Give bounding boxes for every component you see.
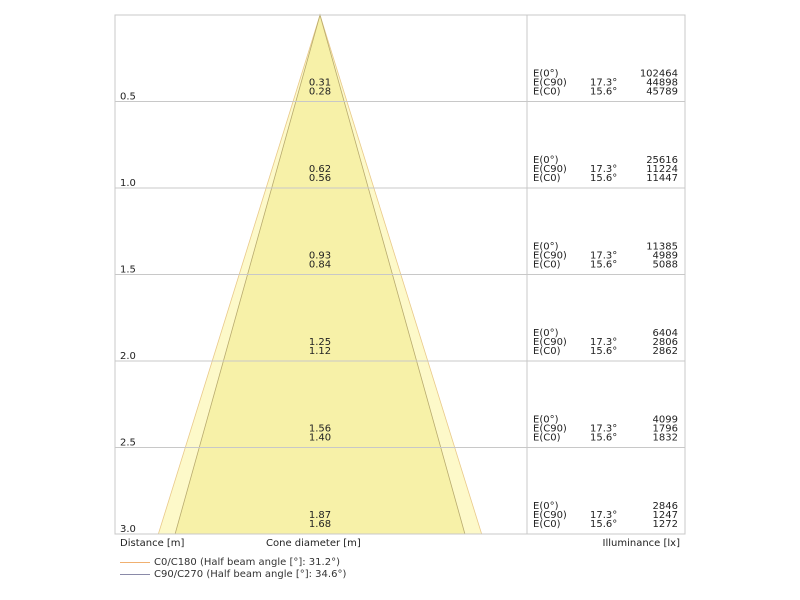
x-axis-label: Cone diameter [m] (266, 538, 361, 549)
diameter-label-c90: 1.25 (309, 337, 331, 348)
distance-label: 2.5 (120, 438, 136, 449)
e0-value: 102464 (640, 69, 678, 80)
ec0-angle: 15.6° (590, 433, 617, 444)
diameter-label-c90: 1.56 (309, 424, 331, 435)
legend-item-c90: C90/C270 (Half beam angle [°]: 34.6°) (120, 568, 346, 580)
ec0-label: E(C0) (533, 87, 561, 98)
grid-layer (114, 14, 686, 535)
ec90-value: 11224 (646, 164, 678, 175)
distance-label: 0.5 (120, 92, 136, 103)
ec0-angle: 15.6° (590, 260, 617, 271)
e0-label: E(0°) (533, 69, 559, 80)
diameter-label-c90: 0.31 (309, 78, 331, 89)
ec90-label: E(C90) (533, 510, 567, 521)
ec0-angle: 15.6° (590, 519, 617, 530)
ec90-angle: 17.3° (590, 510, 617, 521)
e0-value: 6404 (653, 328, 678, 339)
legend: C0/C180 (Half beam angle [°]: 31.2°) C90… (120, 556, 346, 580)
ec90-value: 4989 (653, 251, 678, 262)
e0-label: E(0°) (533, 242, 559, 253)
ec90-value: 1247 (653, 510, 678, 521)
ec90-angle: 17.3° (590, 424, 617, 435)
diameter-label-c0: 1.40 (309, 433, 331, 444)
diameter-label-c0: 1.68 (309, 519, 331, 530)
ec90-label: E(C90) (533, 164, 567, 175)
legend-swatch-c0 (120, 561, 150, 563)
ec0-value: 2862 (653, 346, 678, 357)
diameter-label-c90: 0.62 (309, 164, 331, 175)
ec90-angle: 17.3° (590, 337, 617, 348)
distance-label: 3.0 (120, 524, 136, 535)
ec0-label: E(C0) (533, 173, 561, 184)
ec0-angle: 15.6° (590, 173, 617, 184)
diameter-label-c0: 0.84 (309, 260, 331, 271)
e0-label: E(0°) (533, 328, 559, 339)
ec90-angle: 17.3° (590, 164, 617, 175)
legend-label-c90: C90/C270 (Half beam angle [°]: 34.6°) (154, 568, 347, 580)
legend-swatch-c90 (120, 573, 150, 575)
ec90-label: E(C90) (533, 251, 567, 262)
ec0-label: E(C0) (533, 433, 561, 444)
ec0-label: E(C0) (533, 346, 561, 357)
e0-value: 4099 (653, 415, 678, 426)
e0-value: 2846 (653, 501, 678, 512)
distance-label: 1.0 (120, 178, 136, 189)
ec90-label: E(C90) (533, 424, 567, 435)
distance-label: 2.0 (120, 351, 136, 362)
ec0-angle: 15.6° (590, 346, 617, 357)
legend-item-c0: C0/C180 (Half beam angle [°]: 31.2°) (120, 556, 346, 568)
label-layer: 0.5 0.310.28 E(0°) 102464 E(C90) 17.3° 44898 E(… (120, 69, 678, 536)
distance-label: 1.5 (120, 265, 136, 276)
ec0-value: 45789 (646, 87, 678, 98)
diameter-label-c0: 0.28 (309, 87, 331, 98)
e0-value: 11385 (646, 242, 678, 253)
ec90-angle: 17.3° (590, 78, 617, 89)
ec0-value: 5088 (653, 260, 678, 271)
ec0-value: 1832 (653, 433, 678, 444)
diameter-label-c90: 1.87 (309, 510, 331, 521)
diameter-label-c0: 0.56 (309, 173, 331, 184)
ec90-label: E(C90) (533, 337, 567, 348)
diameter-label-c90: 0.93 (309, 251, 331, 262)
diameter-label-c0: 1.12 (309, 346, 331, 357)
ec90-value: 44898 (646, 78, 678, 89)
e0-value: 25616 (646, 155, 678, 166)
e0-label: E(0°) (533, 155, 559, 166)
ec90-label: E(C90) (533, 78, 567, 89)
ec0-angle: 15.6° (590, 87, 617, 98)
illuminance-label: Illuminance [lx] (603, 538, 681, 549)
ec0-label: E(C0) (533, 519, 561, 530)
ec0-value: 11447 (646, 173, 678, 184)
ec90-value: 2806 (653, 337, 678, 348)
ec90-angle: 17.3° (590, 251, 617, 262)
legend-label-c0: C0/C180 (Half beam angle [°]: 31.2°) (154, 556, 340, 568)
ec0-value: 1272 (653, 519, 678, 530)
e0-label: E(0°) (533, 501, 559, 512)
e0-label: E(0°) (533, 415, 559, 426)
ec90-value: 1796 (653, 424, 678, 435)
ec0-label: E(C0) (533, 260, 561, 271)
y-axis-label: Distance [m] (120, 538, 185, 549)
